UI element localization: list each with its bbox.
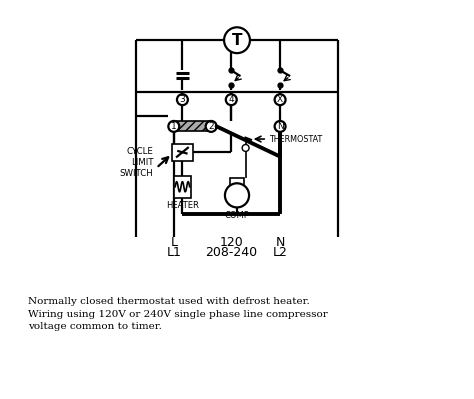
Text: 208-240: 208-240	[205, 246, 257, 259]
Circle shape	[168, 121, 179, 132]
Circle shape	[274, 121, 285, 132]
Circle shape	[274, 94, 285, 105]
Text: L: L	[170, 236, 177, 249]
Text: T: T	[232, 33, 242, 48]
Text: L1: L1	[166, 246, 181, 259]
Text: L2: L2	[273, 246, 288, 259]
Circle shape	[224, 27, 250, 53]
Text: 4: 4	[228, 95, 234, 104]
Text: 1: 1	[171, 122, 177, 131]
Circle shape	[177, 94, 188, 105]
Text: X: X	[277, 95, 283, 104]
Text: HEATER: HEATER	[166, 201, 199, 210]
Bar	[174, 176, 191, 198]
Text: N: N	[275, 236, 285, 249]
Bar	[175, 121, 210, 131]
Circle shape	[226, 94, 237, 105]
Text: 3: 3	[180, 95, 185, 104]
Text: 120: 120	[219, 236, 243, 249]
Text: 2: 2	[209, 122, 214, 131]
Text: Normally closed thermostat used with defrost heater.
Wiring using 120V or 240V s: Normally closed thermostat used with def…	[28, 297, 328, 331]
Text: CYCLE
LIMIT
SWITCH: CYCLE LIMIT SWITCH	[119, 147, 154, 178]
Text: THERMOSTAT: THERMOSTAT	[269, 134, 322, 144]
Text: COMP: COMP	[225, 211, 249, 220]
Bar	[230, 178, 244, 185]
Bar	[172, 144, 193, 160]
Circle shape	[225, 183, 249, 207]
Text: N: N	[277, 122, 283, 131]
Circle shape	[242, 144, 249, 151]
Circle shape	[206, 121, 217, 132]
